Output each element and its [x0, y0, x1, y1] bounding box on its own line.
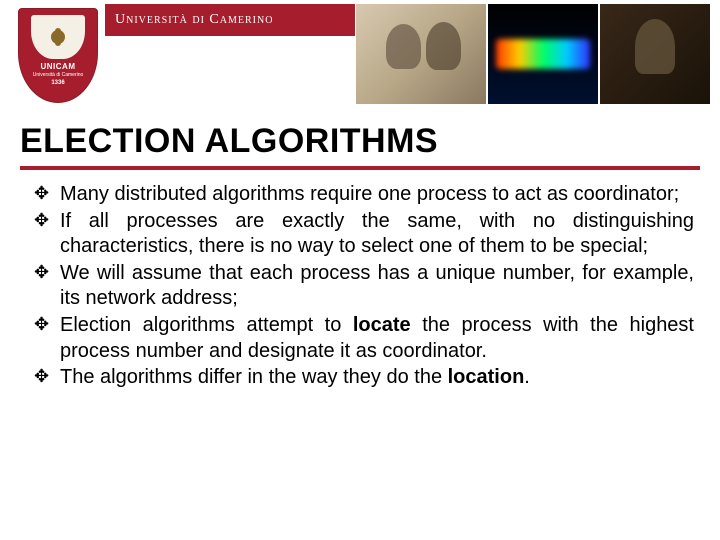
bullet-item: Election algorithms attempt to locate th…	[34, 313, 694, 364]
bullet-text: Many distributed algorithms require one …	[60, 183, 679, 205]
title-underline	[20, 166, 700, 170]
header-photo-lab	[600, 4, 710, 104]
header-photo-students	[356, 4, 486, 104]
bullet-item: We will assume that each process has a u…	[34, 261, 694, 312]
bullet-item: If all processes are exactly the same, w…	[34, 209, 694, 260]
university-logo: UNICAM Università di Camerino 1336	[18, 8, 98, 108]
logo-year: 1336	[51, 80, 64, 86]
slide-content: Many distributed algorithms require one …	[34, 182, 694, 392]
bullet-text: The algorithms differ in the way they do…	[60, 366, 448, 388]
bullet-bold: locate	[353, 314, 411, 336]
slide-header: UNICAM Università di Camerino 1336 Unive…	[0, 0, 720, 115]
slide-title: ELECTION ALGORITHMS	[20, 122, 438, 161]
bullet-bold: location	[448, 366, 525, 388]
emblem-icon	[51, 30, 65, 44]
logo-label: UNICAM	[41, 62, 76, 71]
bullet-list: Many distributed algorithms require one …	[34, 182, 694, 391]
bullet-text: We will assume that each process has a u…	[60, 262, 694, 310]
bullet-item: Many distributed algorithms require one …	[34, 182, 694, 208]
banner-text: Università di Camerino	[115, 12, 273, 28]
shield-emblem	[31, 15, 85, 59]
bullet-text-tail: .	[524, 366, 530, 388]
header-photo-spectrum	[488, 4, 598, 104]
bullet-text: If all processes are exactly the same, w…	[60, 210, 694, 258]
logo-sublabel: Università di Camerino	[33, 72, 84, 78]
header-photo-strip	[356, 4, 710, 104]
logo-shield: UNICAM Università di Camerino 1336	[18, 8, 98, 103]
bullet-item: The algorithms differ in the way they do…	[34, 365, 694, 391]
university-banner: Università di Camerino	[105, 4, 355, 36]
bullet-text: Election algorithms attempt to	[60, 314, 353, 336]
